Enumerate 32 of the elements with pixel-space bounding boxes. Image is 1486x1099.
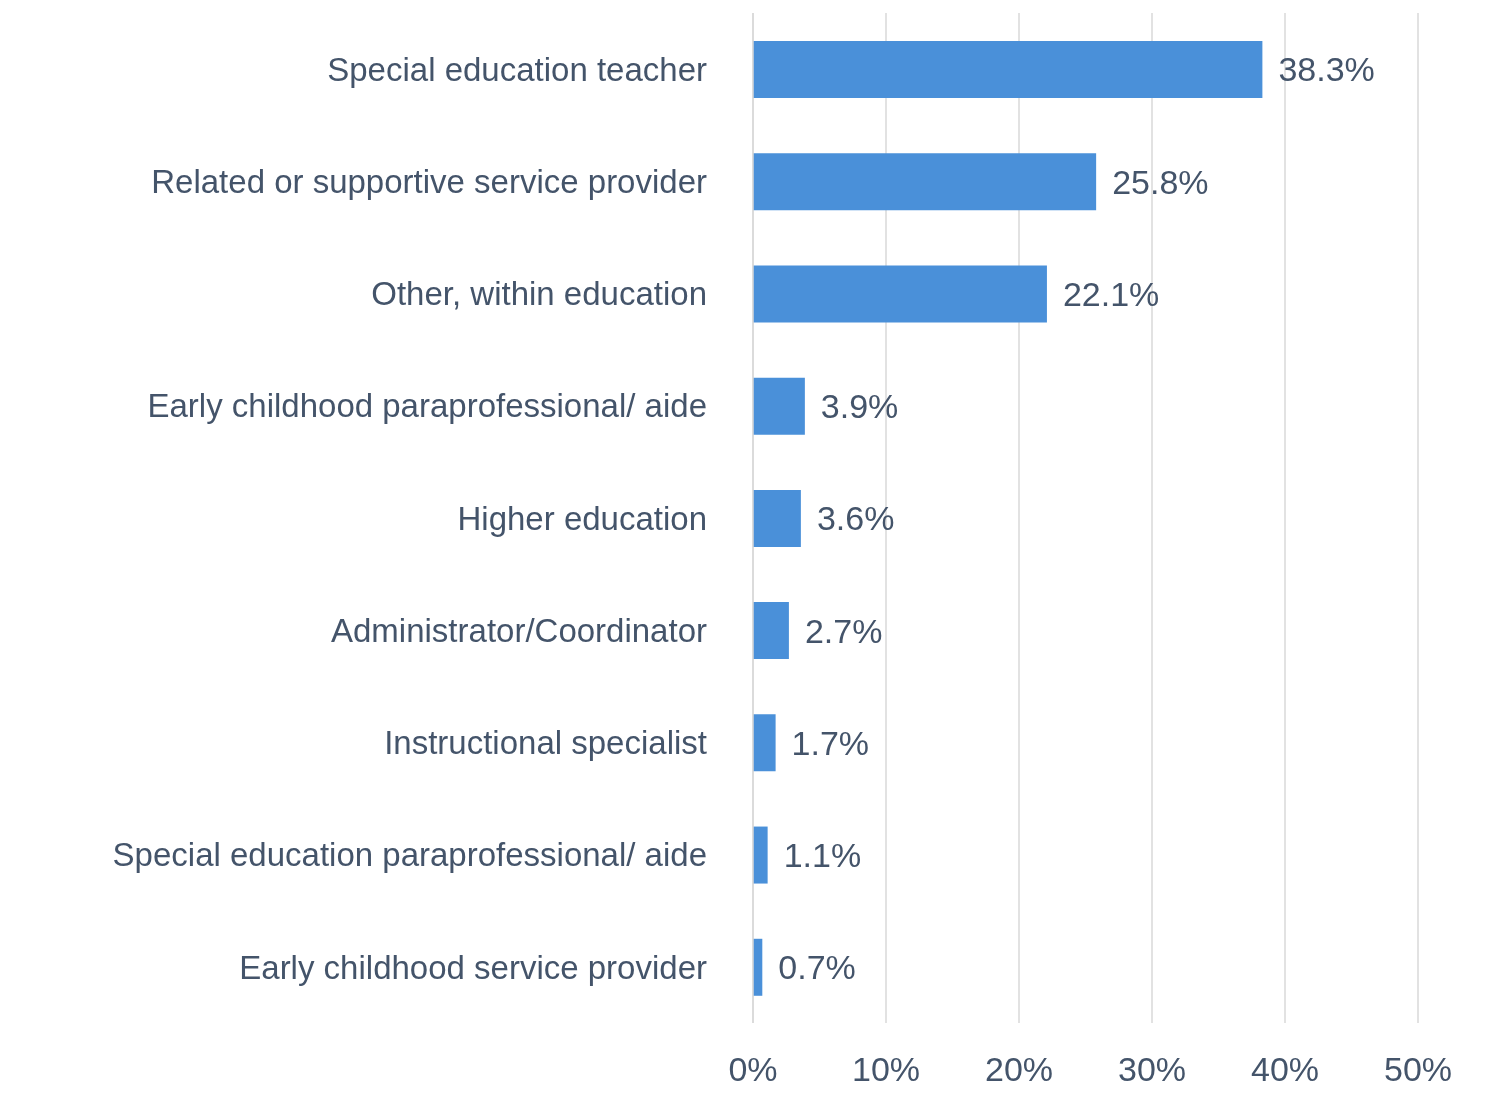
y-tick-label: Related or supportive service provider bbox=[151, 163, 708, 201]
bar bbox=[753, 826, 768, 884]
y-tick-label: Higher education bbox=[457, 499, 707, 537]
bar bbox=[753, 265, 1047, 323]
x-tick-label: 10% bbox=[851, 1050, 921, 1089]
data-label: 22.1% bbox=[1062, 274, 1160, 313]
y-tick-label: Early childhood service provider bbox=[239, 948, 707, 986]
bar bbox=[753, 377, 805, 435]
data-label: 1.7% bbox=[791, 723, 870, 762]
x-tick-label: 50% bbox=[1383, 1050, 1453, 1089]
bar bbox=[753, 153, 1097, 211]
data-label: 25.8% bbox=[1112, 162, 1209, 201]
bar bbox=[753, 602, 789, 660]
data-label: 1.1% bbox=[783, 835, 862, 874]
y-tick-label: Special education paraprofessional/ aide bbox=[112, 836, 707, 874]
bar bbox=[753, 714, 776, 772]
bar bbox=[753, 41, 1263, 98]
bar bbox=[753, 489, 801, 547]
y-tick-label: Special education teacher bbox=[327, 50, 707, 88]
x-tick-label: 30% bbox=[1117, 1050, 1187, 1089]
x-tick-label: 0% bbox=[728, 1050, 778, 1089]
x-tick-label: 40% bbox=[1250, 1050, 1320, 1089]
y-tick-label: Administrator/Coordinator bbox=[331, 611, 707, 649]
x-tick-label: 20% bbox=[984, 1050, 1054, 1089]
data-label: 0.7% bbox=[778, 948, 856, 987]
data-label: 38.3% bbox=[1278, 50, 1375, 89]
data-label: 3.9% bbox=[820, 387, 899, 426]
y-tick-label: Early childhood paraprofessional/ aide bbox=[147, 387, 707, 425]
data-label: 2.7% bbox=[804, 611, 883, 650]
data-label: 3.6% bbox=[816, 499, 895, 538]
y-tick-label: Other, within education bbox=[371, 275, 707, 313]
y-tick-label: Instructional specialist bbox=[384, 724, 707, 762]
